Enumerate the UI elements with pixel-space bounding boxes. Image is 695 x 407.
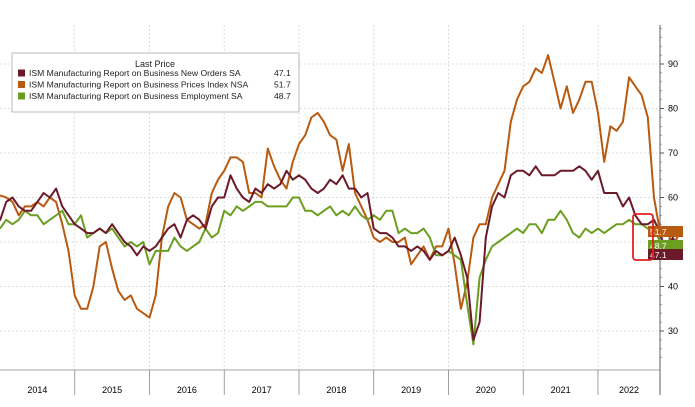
y-tick-label: 60: [668, 193, 678, 203]
legend-swatch: [18, 92, 25, 100]
y-tick-label: 80: [668, 104, 678, 114]
legend-box: [11, 52, 300, 113]
legend-entry-name: ISM Manufacturing Report on Business Pri…: [29, 80, 249, 90]
legend-entry-name: ISM Manufacturing Report on Business New…: [29, 68, 241, 78]
series-line-2: [0, 196, 680, 346]
series-line-0: [0, 165, 680, 341]
last-value-badge: [648, 249, 683, 260]
x-tick-label: 2021: [551, 385, 571, 395]
y-tick-label: 70: [668, 148, 678, 158]
last-value-labels: 51.7 48.747.1: [648, 226, 683, 260]
x-tick-label: 2014: [27, 385, 47, 395]
x-tick-label: 2016: [177, 385, 197, 395]
last-value-badge: [648, 226, 683, 237]
legend-swatch: [18, 69, 25, 77]
x-tick-label: 2017: [252, 385, 272, 395]
x-tick-label: 2020: [476, 385, 496, 395]
series-lines: [0, 54, 680, 346]
series-line-1: [0, 54, 680, 319]
legend-title: Last Price: [135, 59, 175, 69]
last-value-label: 48.7: [650, 241, 667, 251]
legend-entry-value: 48.7: [274, 91, 291, 101]
legend-items: ISM Manufacturing Report on Business New…: [18, 68, 291, 101]
legend-entry-value: 51.7: [274, 80, 291, 90]
legend: Last Price ISM Manufacturing Report on B…: [11, 52, 300, 113]
last-value-badge: [648, 240, 683, 251]
legend-entry-value: 47.1: [274, 68, 291, 78]
legend-entry-name: ISM Manufacturing Report on Business Emp…: [29, 91, 243, 101]
last-value-label: 51.7: [650, 227, 667, 237]
y-tick-label: 40: [668, 282, 678, 292]
x-tick-label: 2022: [619, 385, 639, 395]
x-tick-label: 2015: [102, 385, 122, 395]
last-value-label: 47.1: [650, 250, 667, 260]
legend-swatch: [18, 81, 25, 88]
x-tick-label: 2019: [401, 385, 421, 395]
y-tick-label: 90: [668, 59, 678, 69]
x-tick-label: 2018: [326, 385, 346, 395]
x-axis: 2014 2015 2016 2017 2018 2019 2020 2021 2022: [0, 369, 660, 395]
y-tick-label: 30: [668, 326, 678, 336]
last-value-highlight-box: [632, 213, 654, 261]
